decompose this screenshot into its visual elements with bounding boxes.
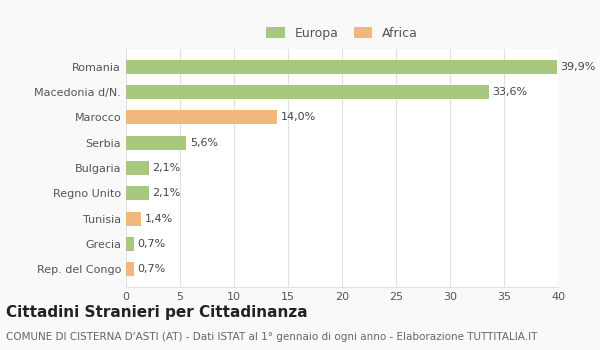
- Text: 0,7%: 0,7%: [137, 264, 165, 274]
- Bar: [126, 111, 277, 124]
- Bar: [126, 212, 141, 225]
- Text: 0,7%: 0,7%: [137, 239, 165, 249]
- Bar: [126, 262, 134, 276]
- Text: 33,6%: 33,6%: [492, 87, 527, 97]
- Bar: [126, 136, 187, 150]
- Text: 2,1%: 2,1%: [152, 188, 180, 198]
- Text: 1,4%: 1,4%: [145, 214, 173, 224]
- Bar: [126, 161, 149, 175]
- Legend: Europa, Africa: Europa, Africa: [263, 24, 421, 42]
- Bar: [126, 60, 557, 74]
- Text: COMUNE DI CISTERNA D'ASTI (AT) - Dati ISTAT al 1° gennaio di ogni anno - Elabora: COMUNE DI CISTERNA D'ASTI (AT) - Dati IS…: [6, 332, 538, 343]
- Text: 5,6%: 5,6%: [190, 138, 218, 148]
- Text: 2,1%: 2,1%: [152, 163, 180, 173]
- Bar: [126, 186, 149, 200]
- Text: 39,9%: 39,9%: [560, 62, 596, 72]
- Bar: [126, 85, 489, 99]
- Bar: [126, 237, 134, 251]
- Text: Cittadini Stranieri per Cittadinanza: Cittadini Stranieri per Cittadinanza: [6, 304, 308, 320]
- Text: 14,0%: 14,0%: [280, 112, 316, 122]
